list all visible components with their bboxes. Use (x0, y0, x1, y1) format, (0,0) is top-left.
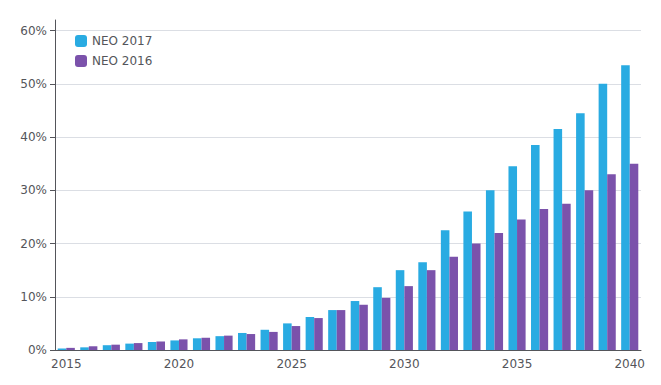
svg-text:NEO 2016: NEO 2016 (92, 54, 152, 68)
svg-text:30%: 30% (20, 183, 47, 197)
svg-text:60%: 60% (20, 24, 47, 38)
svg-text:10%: 10% (20, 290, 47, 304)
svg-text:20%: 20% (20, 237, 47, 251)
svg-text:NEO 2017: NEO 2017 (92, 34, 152, 48)
svg-text:2030: 2030 (389, 357, 420, 371)
svg-text:50%: 50% (20, 77, 47, 91)
svg-text:2025: 2025 (276, 357, 307, 371)
svg-text:0%: 0% (28, 343, 47, 357)
svg-text:2015: 2015 (51, 357, 82, 371)
svg-text:2040: 2040 (614, 357, 645, 371)
svg-text:40%: 40% (20, 130, 47, 144)
svg-text:2020: 2020 (164, 357, 195, 371)
svg-text:2035: 2035 (502, 357, 533, 371)
